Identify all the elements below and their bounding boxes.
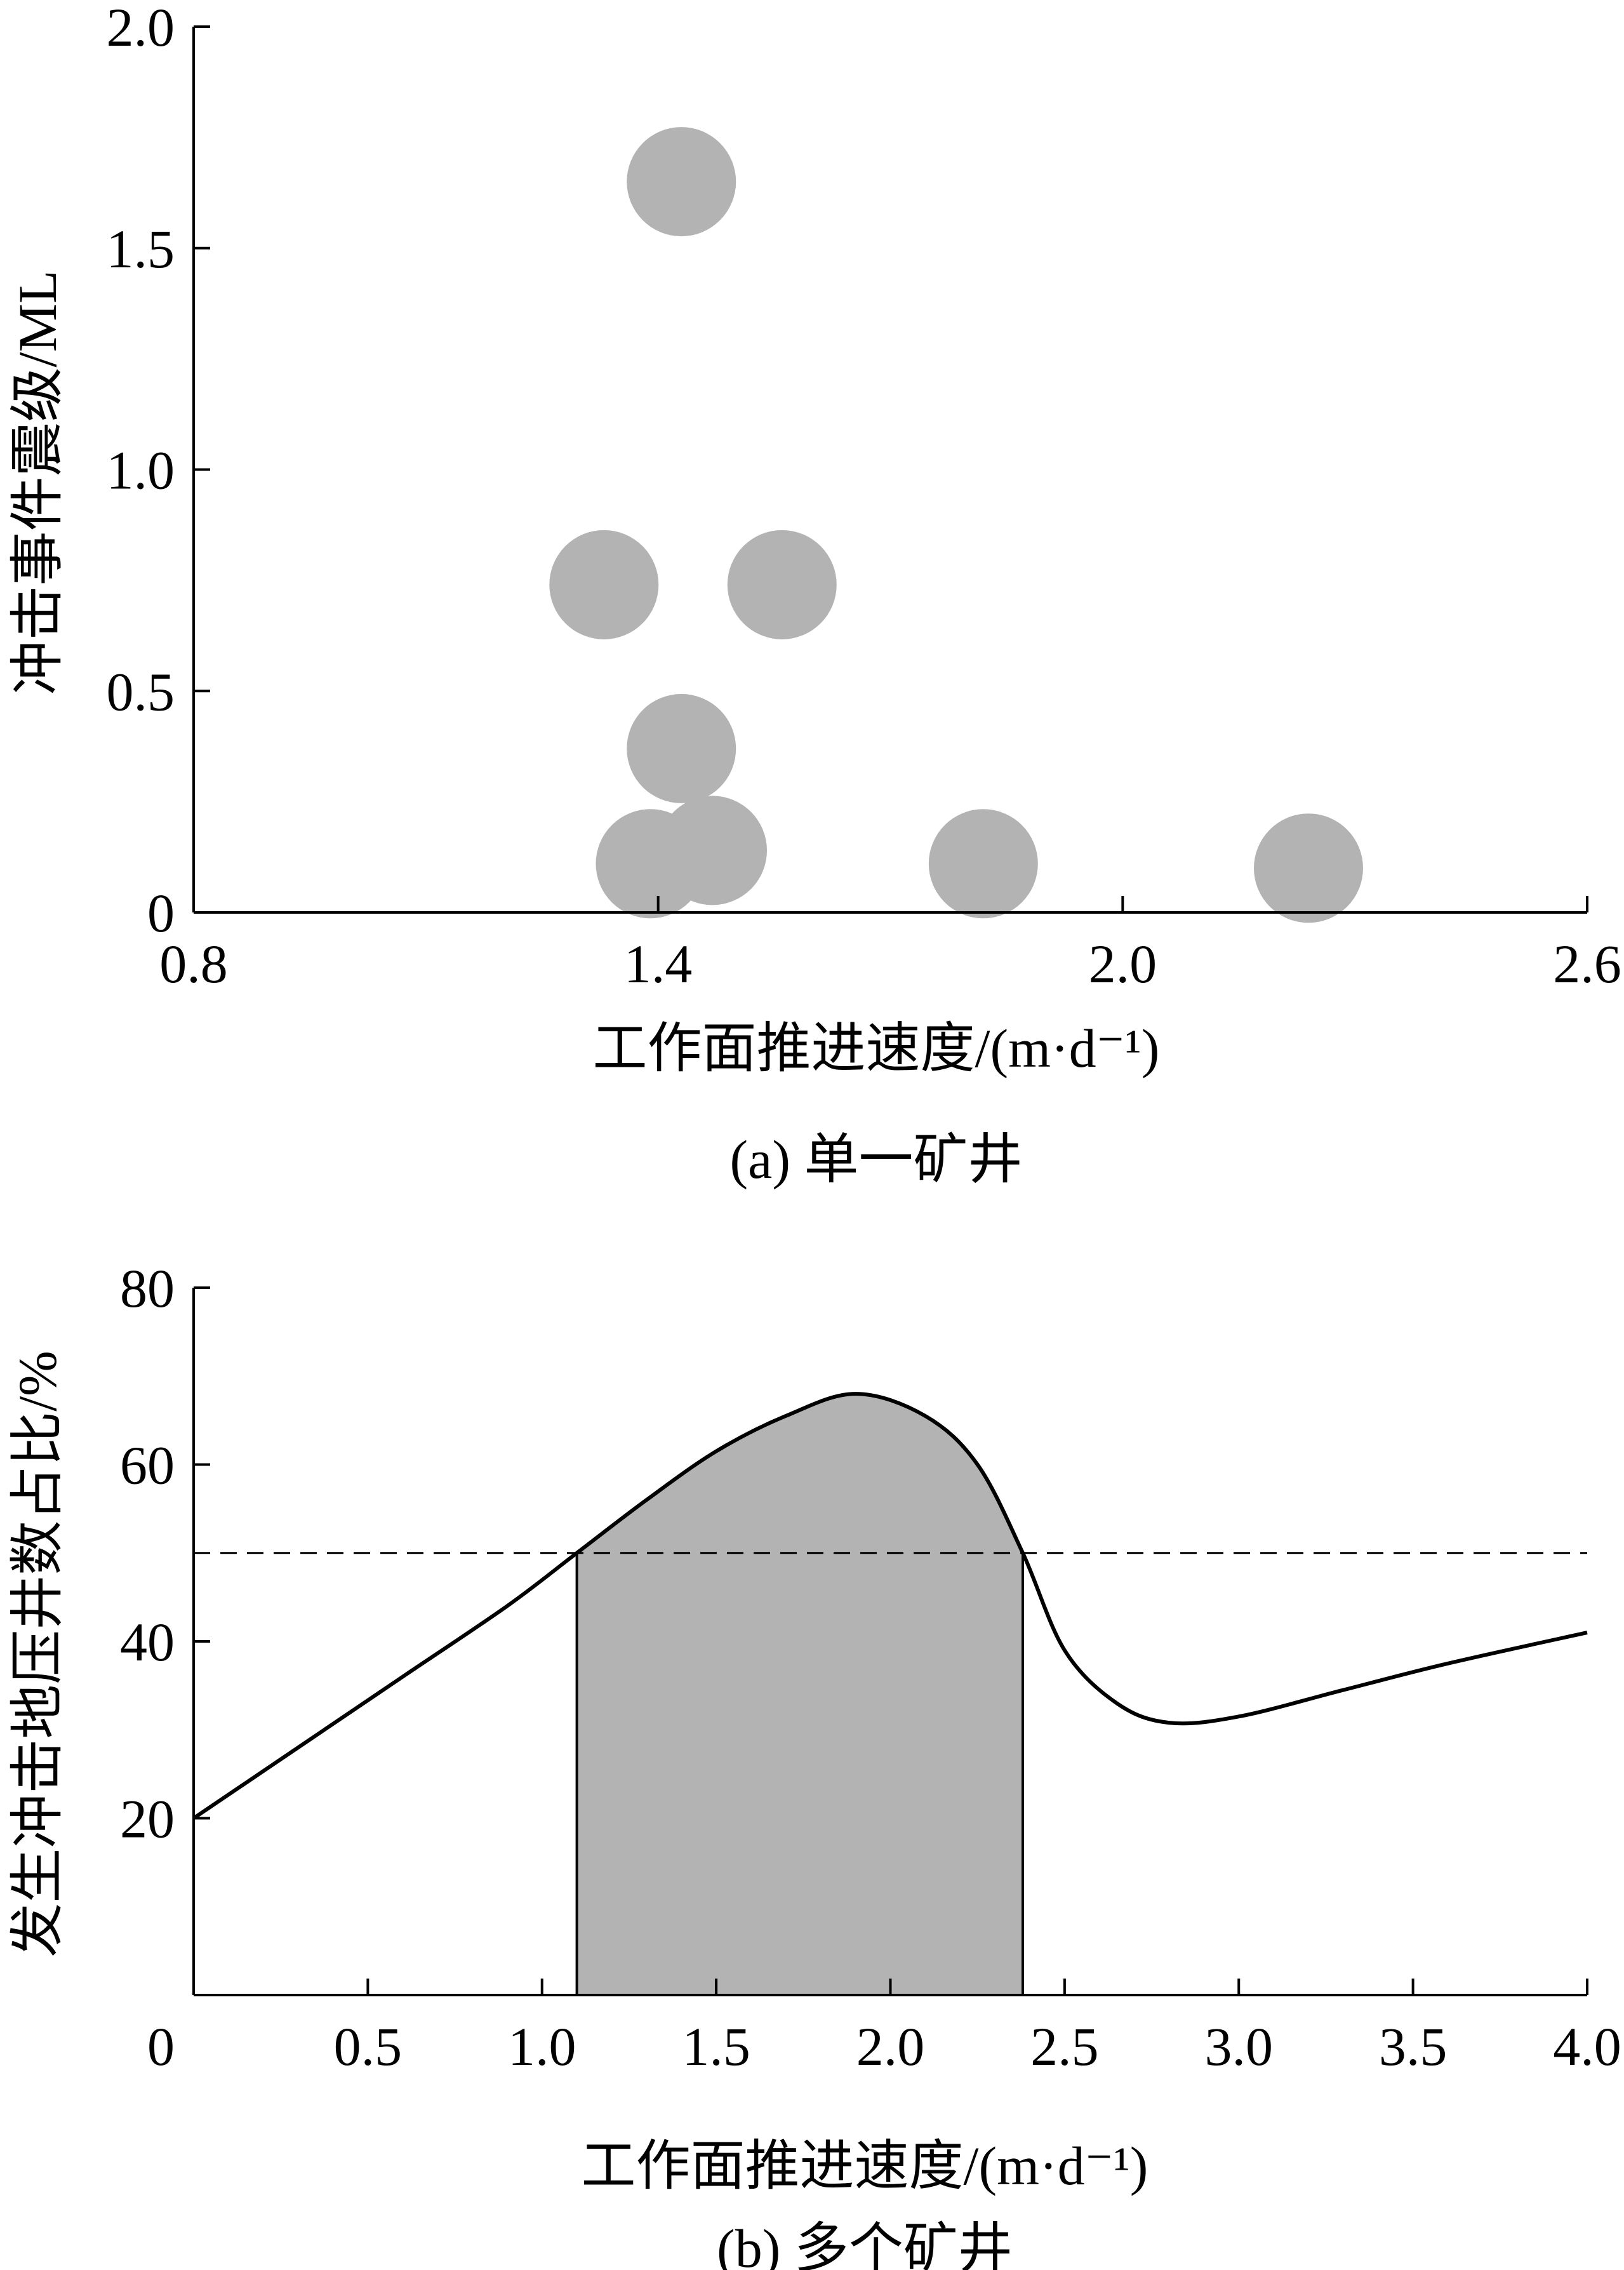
- data-point: [658, 796, 768, 905]
- panel-a-scatter: 0.8 1.4 2.0 2.6 0 0.5 1.0 1.5 2.0 工作面推进速度/(m·d⁻¹…: [7, 0, 1621, 1190]
- y-axis-label: 冲击事件震级/ML: [7, 270, 68, 695]
- y-tick-label: 60: [120, 1435, 175, 1496]
- panel-caption: (a) 单一矿井: [730, 1129, 1023, 1190]
- y-tick-label: 1.0: [107, 440, 175, 501]
- panel-a-tick-labels: 0.8 1.4 2.0 2.6 0 0.5 1.0 1.5 2.0: [107, 0, 1621, 994]
- y-tick-label: 20: [120, 1789, 175, 1850]
- data-point: [1254, 813, 1363, 923]
- y-axis-label: 发生冲击地压井数占比/%: [7, 1351, 68, 1958]
- x-tick-label: 3.0: [1205, 2016, 1274, 2077]
- x-tick-label: 2.5: [1030, 2016, 1099, 2077]
- y-tick-label: 0: [147, 883, 175, 944]
- panel-a-axes: [192, 25, 1588, 914]
- y-tick-label: 1.5: [107, 218, 175, 279]
- x-tick-label: 1.0: [508, 2016, 576, 2077]
- panel-b-line: 0 0.5 1.0 1.5 2.0 2.5 3.0 3.5 4.0 20 40 60 80 工作面推进速…: [7, 1258, 1621, 2270]
- x-tick-label: 3.5: [1379, 2016, 1448, 2077]
- x-tick-label: 0.8: [159, 933, 228, 994]
- y-tick-label: 80: [120, 1258, 175, 1319]
- scatter-points: [549, 127, 1363, 923]
- x-tick-label: 2.6: [1553, 933, 1621, 994]
- panel-b-axes: [192, 1286, 1588, 1996]
- x-tick-label: 1.5: [682, 2016, 750, 2077]
- series-line: [192, 1392, 1588, 1820]
- y-tick-label: 2.0: [107, 0, 175, 58]
- x-tick-label: 0.5: [334, 2016, 403, 2077]
- shaded-region: [576, 1394, 1023, 1995]
- x-axis-label: 工作面推进速度/(m·d⁻¹): [593, 1018, 1160, 1079]
- y-tick-label: 40: [120, 1612, 175, 1672]
- x-tick-label: 2.0: [1089, 933, 1157, 994]
- x-tick-label: 1.4: [624, 933, 693, 994]
- data-point: [549, 530, 659, 639]
- data-point: [627, 127, 736, 237]
- x-tick-label: 0: [147, 2016, 175, 2077]
- panel-b-tick-labels: 0 0.5 1.0 1.5 2.0 2.5 3.0 3.5 4.0 20 40 60 80: [120, 1258, 1621, 2077]
- panel-caption: (b) 多个矿井: [717, 2218, 1013, 2270]
- data-point: [727, 530, 837, 639]
- x-tick-label: 4.0: [1553, 2016, 1621, 2077]
- y-tick-label: 0.5: [107, 661, 175, 722]
- x-tick-label: 2.0: [856, 2016, 925, 2077]
- x-axis-label: 工作面推进速度/(m·d⁻¹): [582, 2135, 1148, 2196]
- data-point: [928, 809, 1038, 919]
- data-point: [627, 693, 736, 803]
